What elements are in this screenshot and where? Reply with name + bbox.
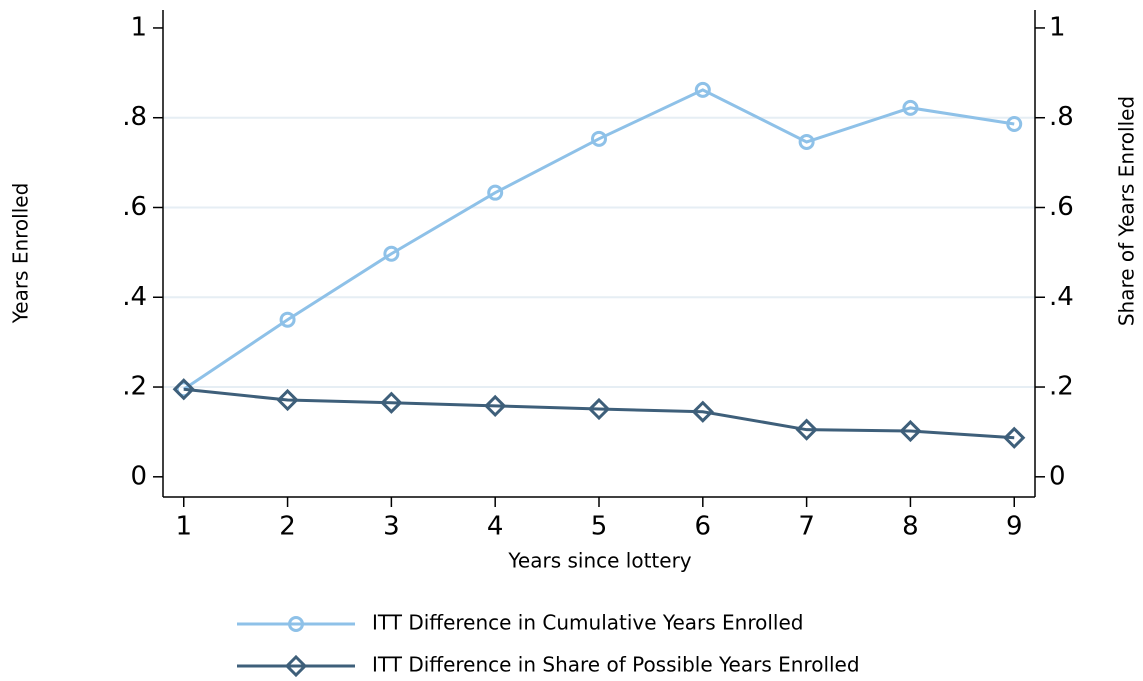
series-line: [182, 88, 1015, 391]
circle-marker: [694, 81, 711, 98]
x-tick-label: 3: [383, 512, 400, 542]
x-tick-label: 2: [279, 512, 296, 542]
diamond-marker: [1003, 426, 1026, 449]
y-tick-label: .6: [122, 192, 147, 222]
circle-marker: [902, 99, 919, 116]
x-axis-label: Years since lottery: [507, 549, 691, 573]
y-tick-label: .8: [122, 102, 147, 132]
circle-marker: [288, 616, 304, 632]
circle-marker: [1006, 116, 1023, 133]
y2-tick-label: 1: [1049, 12, 1066, 42]
legend-label: ITT Difference in Cumulative Years Enrol…: [372, 611, 803, 635]
diamond-marker: [284, 654, 308, 678]
circle-marker: [279, 311, 296, 328]
series-line: [183, 387, 1015, 440]
y2-axis-label: Share of Years Enrolled: [1115, 96, 1139, 326]
y-tick-label: .4: [122, 282, 147, 312]
y2-tick-label: .4: [1049, 282, 1074, 312]
y2-tick-label: .6: [1049, 192, 1074, 222]
y-tick-label: .2: [122, 372, 147, 402]
y2-tick-label: .8: [1049, 102, 1074, 132]
y2-tick-label: 0: [1049, 461, 1066, 491]
diamond-marker: [380, 391, 403, 414]
x-tick-label: 1: [175, 512, 192, 542]
x-tick-label: 4: [487, 512, 504, 542]
x-tick-label: 5: [591, 512, 608, 542]
y2-tick-label: .2: [1049, 372, 1074, 402]
x-tick-label: 6: [695, 512, 712, 542]
circle-marker: [383, 245, 400, 262]
diamond-marker: [691, 400, 714, 423]
diamond-marker: [484, 394, 507, 418]
diamond-marker: [276, 388, 299, 412]
x-tick-label: 7: [798, 512, 815, 542]
diamond-marker: [172, 378, 195, 401]
diamond-marker: [587, 397, 611, 421]
diamond-marker: [795, 418, 818, 441]
y-tick-label: 0: [130, 461, 147, 491]
circle-marker: [798, 133, 815, 150]
x-tick-label: 8: [902, 512, 919, 542]
circle-marker: [487, 184, 504, 201]
y-tick-label: 1: [130, 12, 147, 42]
legend-label: ITT Difference in Share of Possible Year…: [372, 653, 860, 677]
y-axis-label: Years Enrolled: [9, 183, 33, 325]
x-tick-label: 9: [1006, 512, 1023, 542]
circle-marker: [591, 130, 607, 147]
diamond-marker: [899, 419, 922, 443]
